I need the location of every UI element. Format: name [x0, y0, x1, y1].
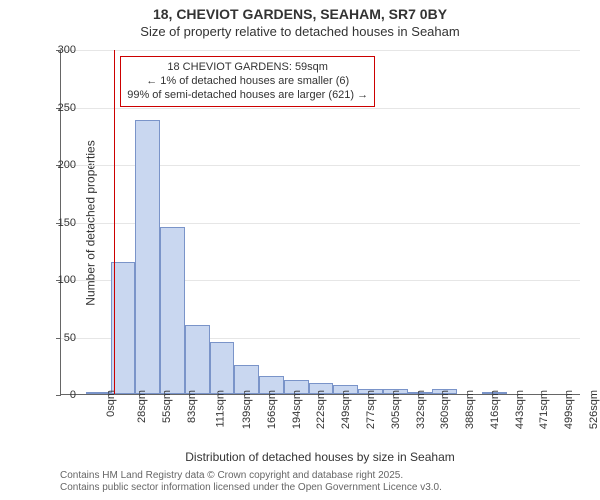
histogram-bar — [210, 342, 235, 394]
footnote: Contains HM Land Registry data © Crown c… — [60, 470, 580, 494]
marker-annotation: 18 CHEVIOT GARDENS: 59sqm← 1% of detache… — [120, 56, 375, 107]
xtick-label: 332sqm — [415, 390, 427, 429]
xtick-label: 139sqm — [241, 390, 253, 429]
marker-annotation-line: ← 1% of detached houses are smaller (6) — [127, 75, 368, 89]
xtick-label: 471sqm — [538, 390, 550, 429]
xtick-label: 28sqm — [136, 390, 148, 423]
xtick-label: 83sqm — [186, 390, 198, 423]
histogram-bar — [135, 120, 160, 394]
xtick-label: 222sqm — [316, 390, 328, 429]
xtick-label: 305sqm — [390, 390, 402, 429]
xtick-label: 360sqm — [439, 390, 451, 429]
xtick-label: 111sqm — [215, 390, 227, 428]
xtick-label: 416sqm — [489, 390, 501, 429]
footnote-line: Contains public sector information licen… — [60, 482, 580, 494]
chart-title: 18, CHEVIOT GARDENS, SEAHAM, SR7 0BY — [0, 6, 600, 22]
xtick-label: 249sqm — [340, 390, 352, 429]
marker-annotation-line: 18 CHEVIOT GARDENS: 59sqm — [127, 61, 368, 75]
marker-line — [114, 50, 115, 394]
histogram-bar — [185, 325, 210, 394]
gridline — [61, 108, 580, 109]
ytick-label: 150 — [36, 217, 76, 229]
chart-subtitle: Size of property relative to detached ho… — [0, 24, 600, 39]
gridline — [61, 50, 580, 51]
xtick-label: 0sqm — [105, 390, 117, 417]
xtick-label: 55sqm — [161, 390, 173, 423]
plot-area: 0sqm28sqm55sqm83sqm111sqm139sqm166sqm194… — [60, 50, 580, 395]
xtick-label: 166sqm — [266, 390, 278, 429]
ytick-label: 50 — [36, 332, 76, 344]
ytick-label: 250 — [36, 102, 76, 114]
xtick-label: 277sqm — [365, 390, 377, 429]
ytick-label: 200 — [36, 159, 76, 171]
xtick-label: 526sqm — [588, 390, 600, 429]
xtick-label: 499sqm — [563, 390, 575, 429]
marker-annotation-line: 99% of semi-detached houses are larger (… — [127, 89, 368, 103]
xtick-label: 443sqm — [514, 390, 526, 429]
ytick-label: 300 — [36, 44, 76, 56]
xtick-label: 388sqm — [464, 390, 476, 429]
xtick-label: 194sqm — [291, 390, 303, 429]
ytick-label: 100 — [36, 274, 76, 286]
x-axis-label: Distribution of detached houses by size … — [60, 450, 580, 464]
histogram-bar — [160, 227, 185, 394]
ytick-label: 0 — [36, 389, 76, 401]
footnote-line: Contains HM Land Registry data © Crown c… — [60, 470, 580, 482]
